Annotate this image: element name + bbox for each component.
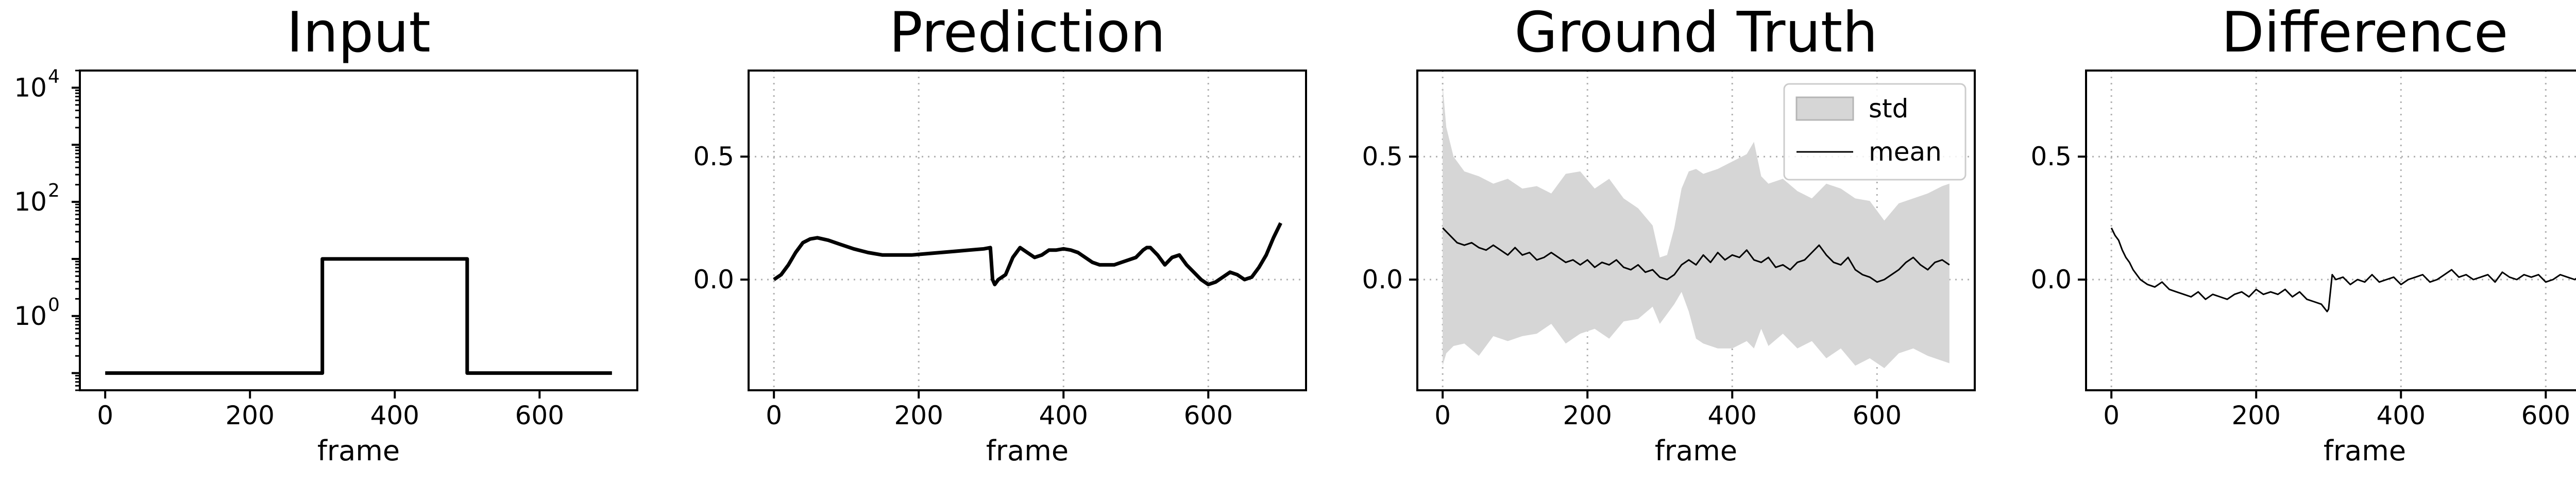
x-tick-label: 400 [1039, 401, 1088, 430]
x-tick-label: 400 [370, 401, 419, 430]
y-tick-label: 0.0 [693, 265, 734, 295]
x-axis-label: frame [1655, 435, 1737, 467]
y-tick-label: 10 [14, 301, 47, 331]
series-line [2110, 228, 2576, 313]
y-tick-label: 0.0 [1362, 265, 1403, 295]
x-tick-label: 200 [894, 401, 943, 430]
y-tick-exponent: 4 [48, 66, 60, 87]
y-tick-label: 0.0 [2030, 265, 2072, 295]
legend-swatch-std [1795, 96, 1854, 121]
x-axis-label: frame [986, 435, 1069, 467]
y-tick-label: 0.5 [2030, 142, 2072, 171]
panel-1: 0 200 400 600 0.0 0.5 Prediction frame [693, 1, 1307, 467]
x-axis-label: frame [2324, 435, 2406, 467]
x-tick-label: 200 [226, 401, 275, 430]
y-tick-label: 0.5 [1362, 142, 1403, 171]
y-tick-label: 10 [14, 187, 47, 217]
series-line [773, 222, 1282, 287]
legend-label-std: std [1869, 94, 1908, 124]
x-tick-label: 400 [2377, 401, 2426, 430]
x-tick-label: 0 [2103, 401, 2120, 430]
y-tick-label: 10 [14, 73, 47, 102]
x-tick-label: 600 [515, 401, 564, 430]
mean-line [1442, 227, 1950, 283]
chart-title: Input [286, 1, 431, 65]
x-tick-label: 0 [766, 401, 782, 430]
plot-frame [1416, 70, 1976, 391]
panel-3: 0 200 400 600 0.0 0.5 Difference frame [2030, 1, 2576, 467]
x-tick-label: 400 [1708, 401, 1757, 430]
x-tick-label: 200 [2232, 401, 2281, 430]
legend-label-mean: mean [1869, 137, 1942, 167]
panel-2: 0 200 400 600 0.0 0.5 Ground Truth frame std mean [1362, 1, 1976, 467]
x-tick-label: 0 [97, 401, 113, 430]
x-tick-label: 0 [1434, 401, 1451, 430]
y-tick-exponent: 2 [48, 180, 60, 201]
chart-title: Difference [2222, 1, 2509, 65]
plot-frame [2085, 70, 2576, 391]
x-tick-label: 200 [1563, 401, 1612, 430]
y-tick-label: 0.5 [693, 142, 734, 171]
y-tick-exponent: 0 [48, 295, 60, 316]
plot-frame [79, 70, 638, 391]
x-tick-label: 600 [1853, 401, 1902, 430]
x-tick-label: 600 [1184, 401, 1233, 430]
series-line [105, 257, 612, 375]
chart-title: Prediction [889, 1, 1166, 65]
plot-frame [748, 70, 1307, 391]
x-tick-label: 600 [2521, 401, 2570, 430]
x-axis-label: frame [317, 435, 400, 467]
chart-title: Ground Truth [1514, 1, 1877, 65]
std-band [1443, 85, 1950, 368]
